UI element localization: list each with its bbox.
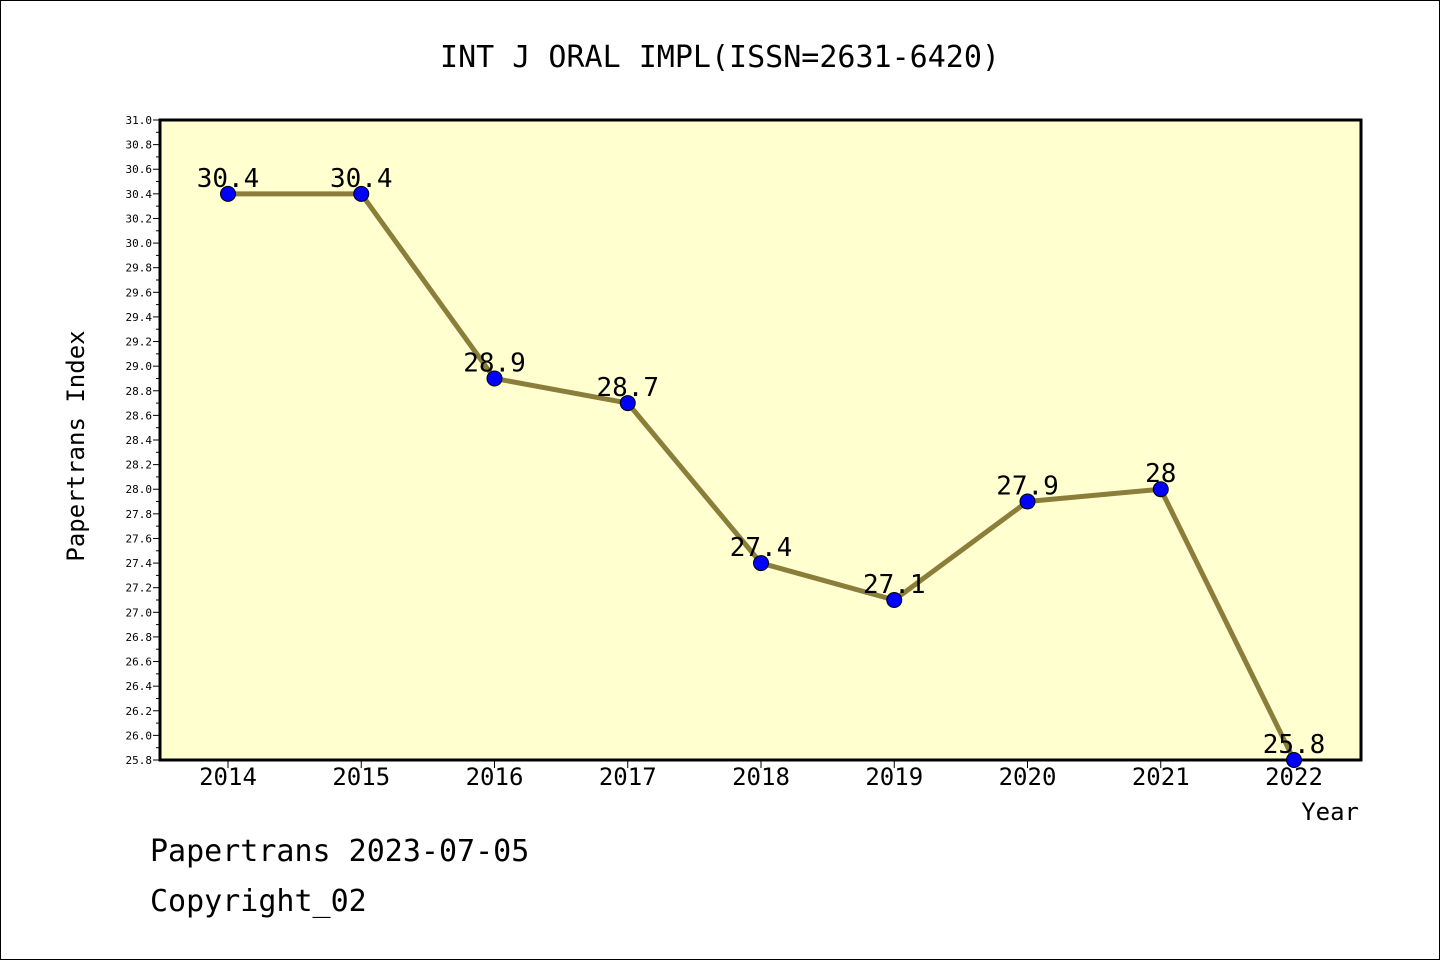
x-tick-label: 2017: [599, 763, 657, 791]
data-point: [1286, 752, 1302, 768]
x-axis: 2014 2015 2016 2017 2018 2019 2020 2021 2022: [199, 760, 1323, 791]
y-tick-label: 28.0: [126, 483, 153, 496]
data-label: 27.4: [730, 533, 793, 563]
y-tick-label: 27.0: [126, 606, 153, 619]
y-tick-label: 26.2: [126, 705, 153, 718]
y-tick-label: 29.6: [126, 286, 153, 299]
data-point: [886, 592, 903, 608]
y-tick-label: 30.6: [126, 163, 153, 176]
y-tick-label: 31.0: [126, 114, 153, 127]
x-axis-label: Year: [1301, 798, 1359, 826]
y-axis-label: Papertrans Index: [62, 330, 90, 561]
y-tick-label: 28.6: [126, 409, 153, 422]
y-tick-label: 26.8: [126, 631, 153, 644]
data-point: [353, 185, 370, 202]
x-tick-label: 2014: [199, 763, 257, 791]
data-label: 28: [1145, 459, 1176, 489]
y-axis: 25.8 26.0 26.2 26.4 26.6 26.8 27.0 27.2 27.4 27.6…: [126, 114, 160, 767]
y-tick-label: 25.8: [126, 754, 153, 767]
data-label: 27.9: [996, 472, 1059, 502]
y-tick-label: 28.8: [126, 385, 153, 398]
chart-title: INT J ORAL IMPL(ISSN=2631-6420): [440, 40, 1000, 75]
y-tick-label: 30.0: [126, 237, 153, 250]
data-label: 30.4: [330, 164, 393, 194]
y-tick-label: 29.4: [126, 311, 153, 324]
y-tick-label: 28.4: [126, 434, 153, 447]
data-label: 28.7: [596, 373, 659, 403]
series-line-group: 30.4 30.4 28.9 28.7 27.4 27.1 27.9 28 25.8: [197, 164, 1326, 768]
x-tick-label: 2018: [732, 763, 790, 791]
x-tick-label: 2021: [1132, 763, 1190, 791]
data-point: [1019, 493, 1036, 510]
footer-copyright: Copyright_02: [150, 884, 367, 919]
y-tick-label: 26.0: [126, 729, 153, 742]
y-tick-label: 29.8: [126, 262, 153, 275]
data-point: [486, 370, 503, 387]
data-point: [1152, 481, 1169, 498]
y-tick-label: 27.6: [126, 532, 153, 545]
y-tick-label: 29.0: [126, 360, 153, 373]
data-point: [220, 185, 236, 202]
y-tick-label: 28.2: [126, 459, 153, 472]
x-tick-label: 2015: [332, 763, 390, 791]
x-tick-label: 2016: [466, 763, 524, 791]
data-label: 25.8: [1263, 730, 1326, 760]
y-tick-label: 29.2: [126, 336, 153, 349]
data-point: [619, 395, 636, 412]
y-tick-label: 27.8: [126, 508, 153, 521]
y-tick-label: 27.4: [126, 557, 153, 570]
y-tick-label: 30.4: [126, 188, 153, 201]
y-tick-label: 30.8: [126, 139, 153, 152]
data-label: 30.4: [197, 164, 260, 194]
y-tick-label: 26.4: [126, 680, 153, 693]
data-label: 27.1: [863, 570, 926, 600]
x-tick-label: 2020: [999, 763, 1057, 791]
footer-date: Papertrans 2023-07-05: [150, 834, 530, 869]
y-tick-label: 30.2: [126, 212, 153, 225]
y-tick-label: 26.6: [126, 656, 153, 669]
y-tick-label: 27.2: [126, 582, 153, 595]
data-point: [753, 555, 769, 572]
plot-area: [158, 118, 1363, 762]
x-tick-label: 2019: [865, 763, 923, 791]
data-label: 28.9: [463, 348, 526, 378]
